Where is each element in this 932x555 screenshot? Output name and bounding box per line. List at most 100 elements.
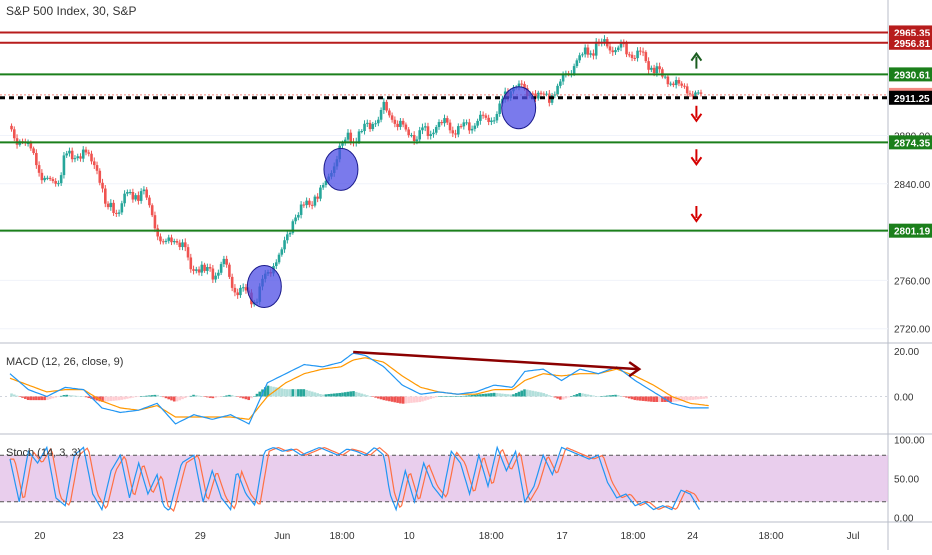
- macd-histogram-bar: [570, 396, 573, 397]
- candle-body: [101, 182, 104, 189]
- candle-body: [625, 43, 628, 55]
- candle-body: [12, 129, 16, 139]
- candle-body: [150, 205, 154, 216]
- candle-body: [313, 196, 317, 206]
- macd-histogram-bar: [137, 396, 140, 397]
- candle-body: [203, 264, 206, 271]
- macd-histogram-bar: [156, 394, 159, 397]
- time-tick-label: 18:00: [479, 531, 504, 542]
- candle-body: [341, 143, 344, 146]
- macd-histogram-bar: [627, 396, 631, 399]
- macd-histogram-bar: [219, 396, 223, 397]
- candle-body: [120, 203, 124, 213]
- candle-body: [115, 212, 118, 214]
- candle-body: [553, 94, 557, 96]
- candle-body: [492, 120, 496, 122]
- macd-histogram-bar: [423, 396, 427, 401]
- candle-body: [363, 123, 366, 132]
- candle-body: [404, 124, 408, 130]
- macd-histogram-bar: [126, 396, 129, 399]
- macd-histogram-bar: [506, 394, 510, 397]
- macd-histogram-bar: [208, 396, 212, 398]
- macd-histogram-bar: [324, 394, 328, 397]
- candle-body: [396, 123, 399, 127]
- macd-histogram-bar: [319, 394, 322, 397]
- macd-histogram-bar: [62, 395, 66, 397]
- macd-histogram-bar: [203, 396, 206, 397]
- candle-body: [468, 122, 471, 131]
- macd-histogram-bar: [481, 393, 485, 397]
- macd-histogram-bar: [479, 394, 482, 397]
- candle-body: [561, 74, 565, 82]
- candle-body: [641, 51, 645, 53]
- macd-histogram-bar: [305, 389, 308, 397]
- arrow-down-icon: [690, 149, 703, 166]
- macd-histogram-bar: [354, 391, 358, 397]
- candle-body: [683, 85, 686, 87]
- macd-histogram-bar: [65, 394, 68, 397]
- macd-histogram-bar: [498, 393, 501, 397]
- macd-histogram-bar: [316, 393, 319, 397]
- candle-body: [161, 241, 165, 243]
- candle-body: [277, 254, 281, 263]
- time-tick-label: Jul: [847, 531, 860, 542]
- macd-histogram-bar: [658, 396, 661, 402]
- candle-body: [388, 110, 391, 116]
- candle-body: [349, 132, 353, 142]
- macd-histogram-bar: [297, 389, 300, 397]
- candle-body: [531, 93, 535, 95]
- macd-histogram-bar: [592, 395, 595, 397]
- macd-histogram-bar: [211, 396, 215, 399]
- candle-body: [137, 195, 140, 201]
- macd-histogram-bar: [705, 396, 708, 399]
- candle-body: [186, 247, 190, 258]
- macd-histogram-bar: [650, 396, 653, 402]
- macd-histogram-bar: [396, 396, 399, 403]
- macd-histogram-bar: [357, 392, 361, 397]
- macd-histogram-bar: [291, 389, 295, 397]
- candle-body: [365, 122, 369, 124]
- candle-body: [211, 268, 215, 280]
- candle-body: [145, 189, 148, 198]
- candle-body: [51, 179, 55, 182]
- macd-histogram-bar: [84, 396, 88, 398]
- candle-body: [26, 142, 30, 144]
- price-tick-label: 2760.00: [894, 276, 931, 287]
- candle-body: [583, 47, 587, 55]
- level-price-tag: [889, 223, 932, 238]
- macd-histogram-bar: [672, 396, 675, 402]
- time-tick-label: Jun: [274, 531, 290, 542]
- macd-histogram-bar: [702, 396, 706, 399]
- candle-body: [594, 41, 598, 56]
- macd-histogram-bar: [542, 393, 546, 397]
- macd-histogram-bar: [230, 395, 234, 397]
- macd-histogram-bar: [200, 396, 204, 397]
- macd-histogram-bar: [302, 389, 306, 397]
- candle-body: [410, 135, 413, 137]
- candle-body: [134, 195, 137, 200]
- candle-body: [219, 264, 223, 273]
- candle-body: [614, 50, 617, 53]
- macd-histogram-bar: [454, 396, 457, 397]
- macd-histogram-bar: [503, 393, 507, 397]
- macd-histogram-bar: [26, 396, 30, 401]
- macd-histogram-bar: [109, 396, 113, 402]
- macd-histogram-bar: [465, 395, 468, 397]
- macd-histogram-bar: [112, 396, 115, 401]
- price-tick-label: 2840.00: [894, 180, 931, 191]
- macd-histogram-bar: [274, 387, 278, 397]
- candle-body: [319, 187, 322, 199]
- price-tick-label: 2720.00: [894, 325, 931, 336]
- stoch-k-line: [9, 445, 701, 512]
- candle-body: [230, 276, 234, 288]
- candle-body: [225, 258, 228, 265]
- candle-body: [536, 92, 540, 99]
- macd-histogram-bar: [641, 396, 645, 401]
- candle-body: [382, 101, 386, 110]
- macd-histogram-bar: [40, 396, 44, 401]
- macd-histogram-bar: [655, 396, 659, 402]
- candle-body: [652, 67, 656, 74]
- macd-histogram-bar: [696, 396, 700, 400]
- candle-body: [40, 172, 44, 181]
- candle-body: [32, 148, 35, 154]
